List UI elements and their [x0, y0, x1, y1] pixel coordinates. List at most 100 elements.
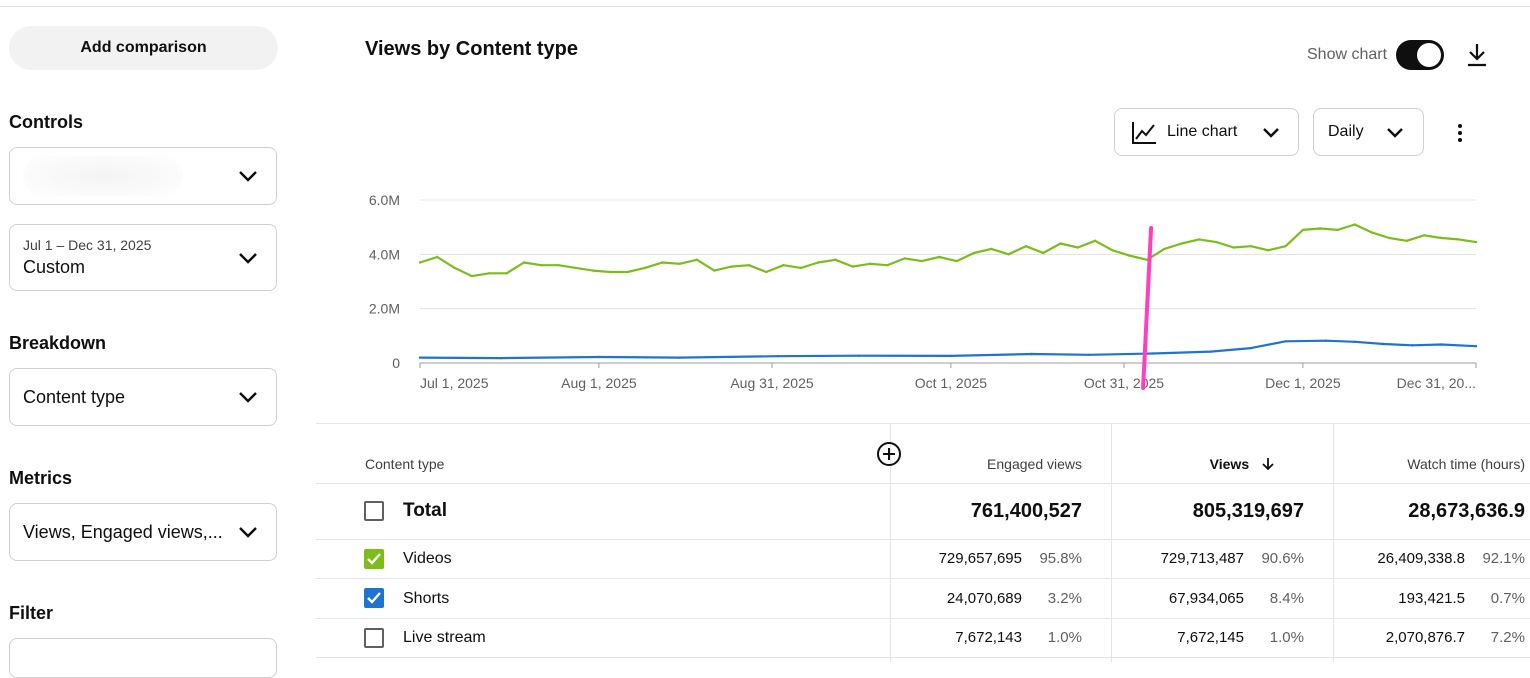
- data-point: [1111, 249, 1114, 252]
- engaged-value: 24,070,689: [946, 590, 1022, 607]
- data-point: [609, 270, 612, 274]
- interval-label: Daily: [1328, 123, 1364, 140]
- data-point: [1030, 352, 1033, 356]
- chevron-down-icon: [239, 527, 257, 538]
- data-point: [597, 355, 601, 359]
- data-point: [1249, 346, 1253, 350]
- data-point: [1440, 343, 1443, 346]
- data-point: [857, 354, 860, 357]
- add-circle-icon[interactable]: [876, 441, 902, 467]
- data-point: [972, 251, 976, 255]
- data-point: [1370, 231, 1374, 234]
- marker-line: [1141, 226, 1154, 390]
- row-divider: [316, 657, 1530, 658]
- column-divider: [1111, 423, 1112, 662]
- controls-label: Controls: [9, 112, 83, 132]
- breakdown-dropdown[interactable]: Content type: [9, 368, 277, 426]
- data-point: [1249, 245, 1253, 248]
- more-vert-icon[interactable]: [1452, 122, 1468, 144]
- data-point: [920, 259, 924, 263]
- column-divider: [1333, 423, 1334, 662]
- data-point: [574, 266, 577, 270]
- table-top-divider: [316, 423, 1530, 424]
- top-divider: [0, 6, 1530, 7]
- chart-grid: [420, 199, 1476, 364]
- data-point: [730, 265, 733, 268]
- row-label: Videos: [403, 550, 452, 567]
- data-point: [1163, 247, 1166, 251]
- data-point: [799, 266, 803, 270]
- data-point: [1232, 246, 1235, 249]
- total-checkbox[interactable]: [364, 501, 384, 521]
- y-axis-ticks: 0 2.0M 4.0M 6.0M: [369, 192, 400, 371]
- watch-value: 2,070,876.7: [1385, 629, 1465, 646]
- x-tick-label: Dec 1, 2025: [1265, 375, 1341, 391]
- data-point: [505, 272, 508, 275]
- filter-label: Filter: [9, 603, 54, 623]
- data-point: [1007, 253, 1010, 256]
- data-point: [713, 269, 716, 272]
- data-point: [868, 262, 872, 265]
- views-line-chart[interactable]: 0 2.0M 4.0M 6.0M Jul 1, 2025 Aug 1, 2025 Aug …: [340, 180, 1490, 395]
- live-stream-checkbox[interactable]: [364, 628, 384, 648]
- watch-pct: 7.2%: [1490, 629, 1525, 646]
- data-point: [678, 262, 681, 265]
- metrics-dropdown[interactable]: Views, Engaged views,...: [9, 503, 277, 561]
- watch-pct: 0.7%: [1490, 590, 1525, 607]
- engaged-pct: 3.2%: [1047, 590, 1082, 607]
- data-point: [1284, 245, 1287, 248]
- y-tick-label: 6.0M: [369, 192, 400, 208]
- chevron-down-icon: [1263, 128, 1279, 138]
- col-header-content-type[interactable]: Content type: [365, 456, 445, 472]
- data-point: [1388, 236, 1391, 240]
- data-point: [1024, 245, 1028, 248]
- show-chart-toggle[interactable]: [1396, 40, 1444, 70]
- filter-dropdown[interactable]: [9, 638, 277, 678]
- data-point: [436, 255, 439, 259]
- data-point: [851, 265, 854, 268]
- x-axis-ticks: Jul 1, 2025 Aug 1, 2025 Aug 31, 2025 Oct 1,…: [419, 363, 1477, 391]
- data-point: [1042, 251, 1045, 255]
- shorts-checkbox[interactable]: [364, 588, 384, 608]
- col-header-views[interactable]: Views: [1210, 456, 1275, 472]
- metrics-value: Views, Engaged views,...: [23, 521, 223, 542]
- data-point: [1076, 246, 1079, 249]
- data-point: [903, 257, 906, 260]
- download-icon[interactable]: [1466, 42, 1488, 68]
- data-point: [1440, 236, 1443, 240]
- data-point: [1411, 344, 1414, 347]
- total-views: 805,319,697: [1192, 500, 1304, 522]
- toggle-knob: [1417, 43, 1441, 67]
- views-value: 7,672,145: [1177, 629, 1244, 646]
- data-point: [1319, 227, 1322, 230]
- data-point: [776, 355, 779, 358]
- data-point: [1180, 242, 1183, 245]
- data-point: [990, 247, 993, 251]
- check-icon: [367, 592, 381, 604]
- interval-dropdown[interactable]: Daily: [1313, 108, 1424, 156]
- col-header-engaged-views[interactable]: Engaged views: [987, 456, 1082, 472]
- date-range-dropdown[interactable]: Jul 1 – Dec 31, 2025 Custom: [9, 224, 277, 291]
- data-point: [1267, 249, 1270, 252]
- add-comparison-button[interactable]: Add comparison: [9, 26, 278, 70]
- data-point: [453, 266, 456, 270]
- data-point: [1197, 238, 1201, 241]
- x-tick-label: Dec 31, 20...: [1397, 375, 1476, 391]
- data-point: [1382, 342, 1385, 346]
- redacted-value: [23, 156, 183, 196]
- check-icon: [367, 553, 381, 565]
- views-pct: 1.0%: [1269, 629, 1304, 646]
- total-engaged-views: 761,400,527: [970, 500, 1082, 522]
- data-point: [1059, 242, 1062, 245]
- videos-checkbox[interactable]: [364, 549, 384, 569]
- controls-dropdown[interactable]: [9, 147, 277, 205]
- chevron-down-icon: [239, 171, 257, 182]
- data-point: [886, 264, 889, 267]
- data-point: [1209, 350, 1212, 353]
- row-label: Shorts: [403, 590, 450, 607]
- col-header-watch-time[interactable]: Watch time (hours): [1407, 456, 1525, 472]
- chart-type-dropdown[interactable]: Line chart: [1114, 108, 1299, 156]
- data-point: [1215, 240, 1218, 244]
- engaged-pct: 95.8%: [1039, 550, 1082, 567]
- page-title: Views by Content type: [365, 38, 579, 60]
